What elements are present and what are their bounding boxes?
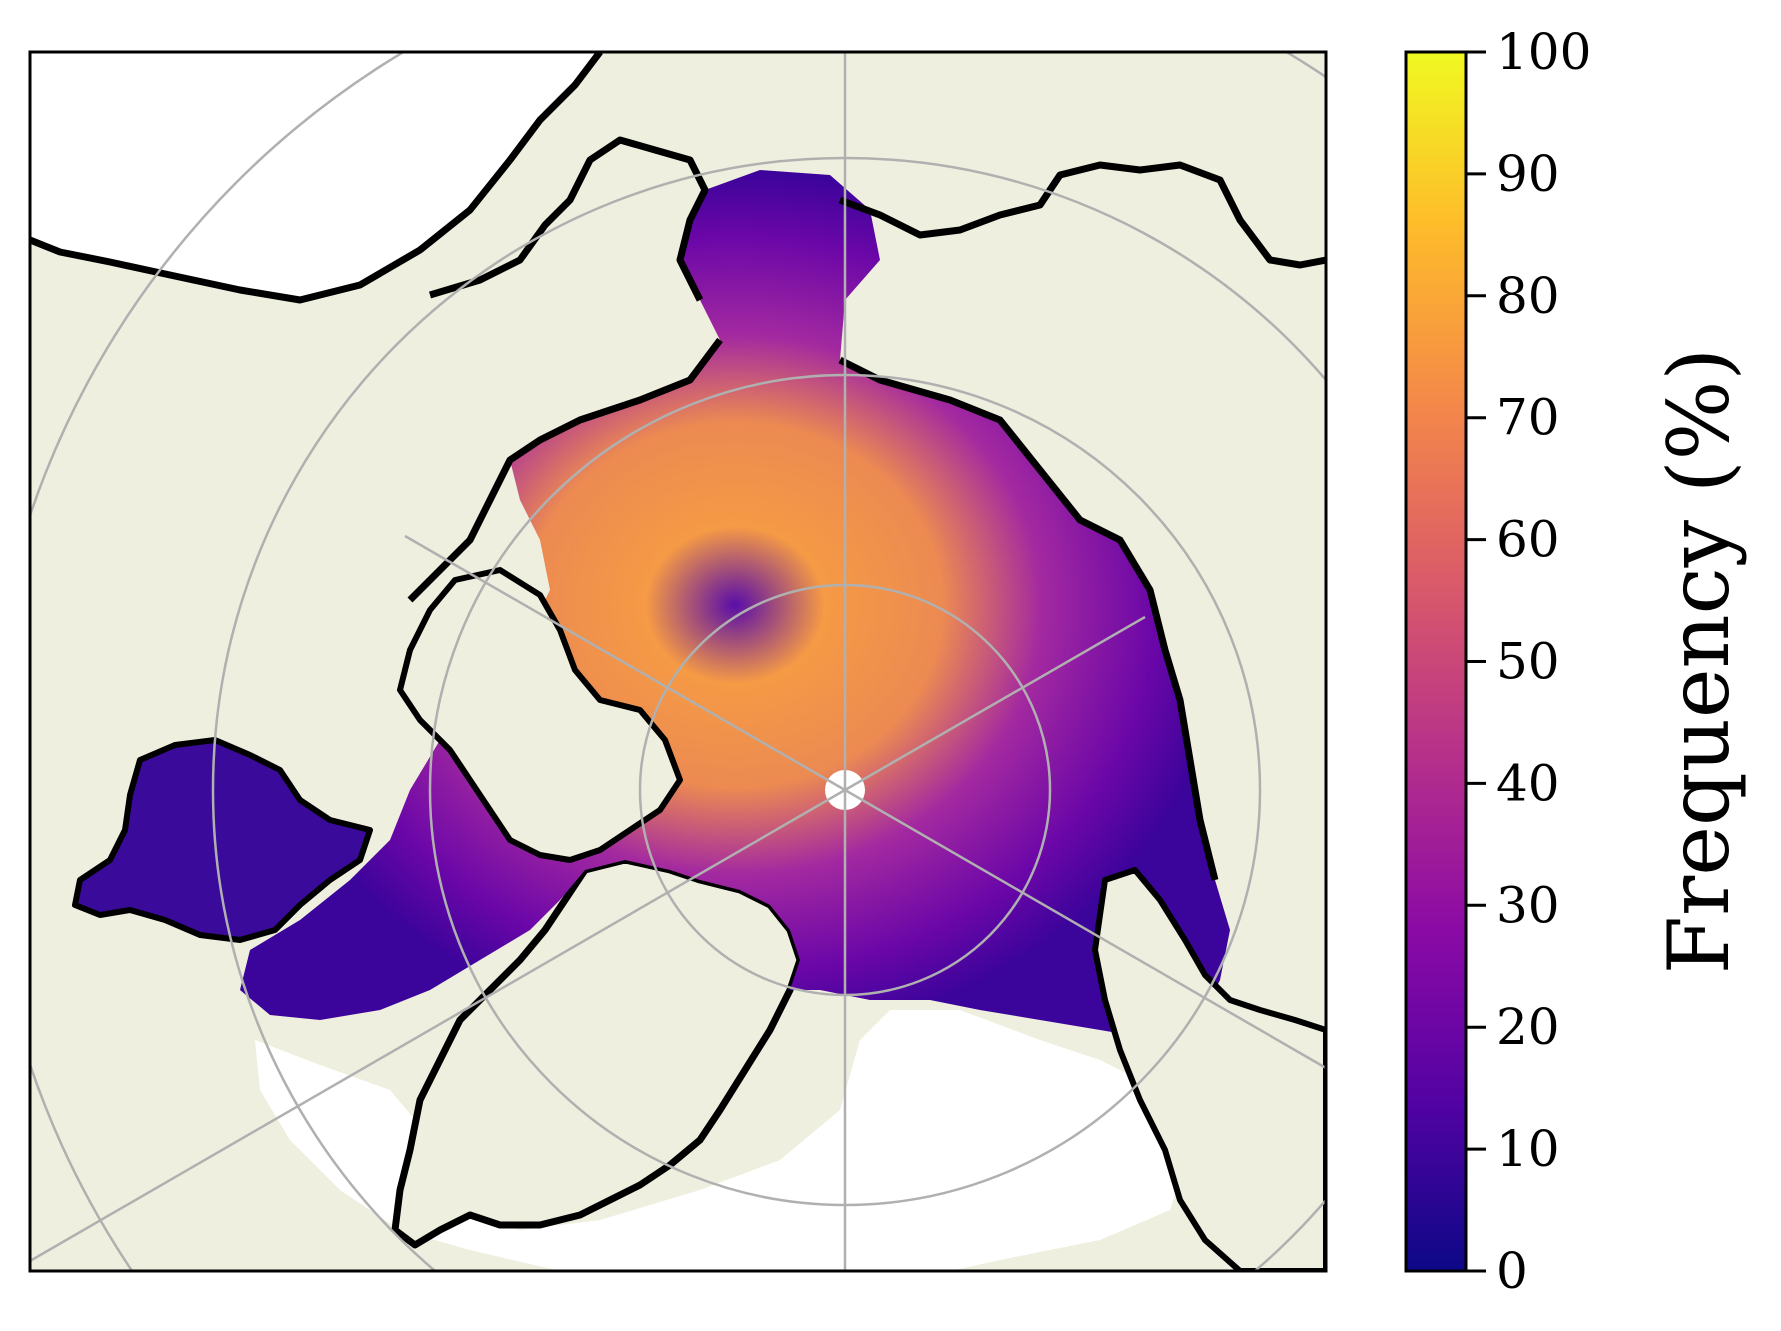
colorbar-tick-label: 10: [1496, 1120, 1560, 1178]
russia-coast: [838, 161, 1326, 269]
colorbar-tick-label: 70: [1496, 389, 1560, 447]
colorbar-tick-label: 90: [1496, 145, 1560, 203]
map-panel: [30, 52, 1326, 1271]
canadian-archipelago: [397, 567, 683, 863]
north-pacific-ocean: [30, 52, 600, 300]
colorbar-label: Frequency (%): [1650, 348, 1748, 974]
colorbar-tick-label: 50: [1496, 633, 1560, 691]
meridian-240: [30, 788, 846, 1263]
scandinavia: [1092, 867, 1326, 1271]
colorbar-tick-label: 80: [1496, 267, 1560, 325]
meridian-60: [844, 615, 1146, 792]
asia-pacific-coast: [30, 52, 603, 304]
colorbar: 0 10 20 30 40 50 60 70 80 90 100 Frequency (%): [1404, 23, 1748, 1300]
alaska-coast: [428, 136, 709, 302]
graticule: [30, 52, 1326, 1271]
meridian-300: [404, 534, 846, 792]
colorbar-tick-label: 40: [1496, 754, 1560, 812]
meridian-120: [844, 788, 1326, 1070]
russia-arctic-coast: [838, 356, 1219, 881]
map-frame: [28, 50, 1328, 1273]
north-atlantic-ocean: [255, 1010, 1190, 1271]
colorbar-tick-label: 60: [1496, 511, 1560, 569]
canada-mainland-coast: [407, 337, 723, 603]
colorbar-gradient: [1404, 50, 1468, 1273]
colorbar-tick-label: 100: [1496, 23, 1591, 81]
sea-ice-frequency-field: [240, 170, 1230, 1040]
colorbar-tick-label: 0: [1496, 1242, 1528, 1300]
colorbar-ticks: 0 10 20 30 40 50 60 70 80 90 100: [1466, 23, 1591, 1300]
colorbar-tick-label: 20: [1496, 998, 1560, 1056]
colorbar-tick-label: 30: [1496, 876, 1560, 934]
hudson-bay-ice: [72, 737, 373, 943]
